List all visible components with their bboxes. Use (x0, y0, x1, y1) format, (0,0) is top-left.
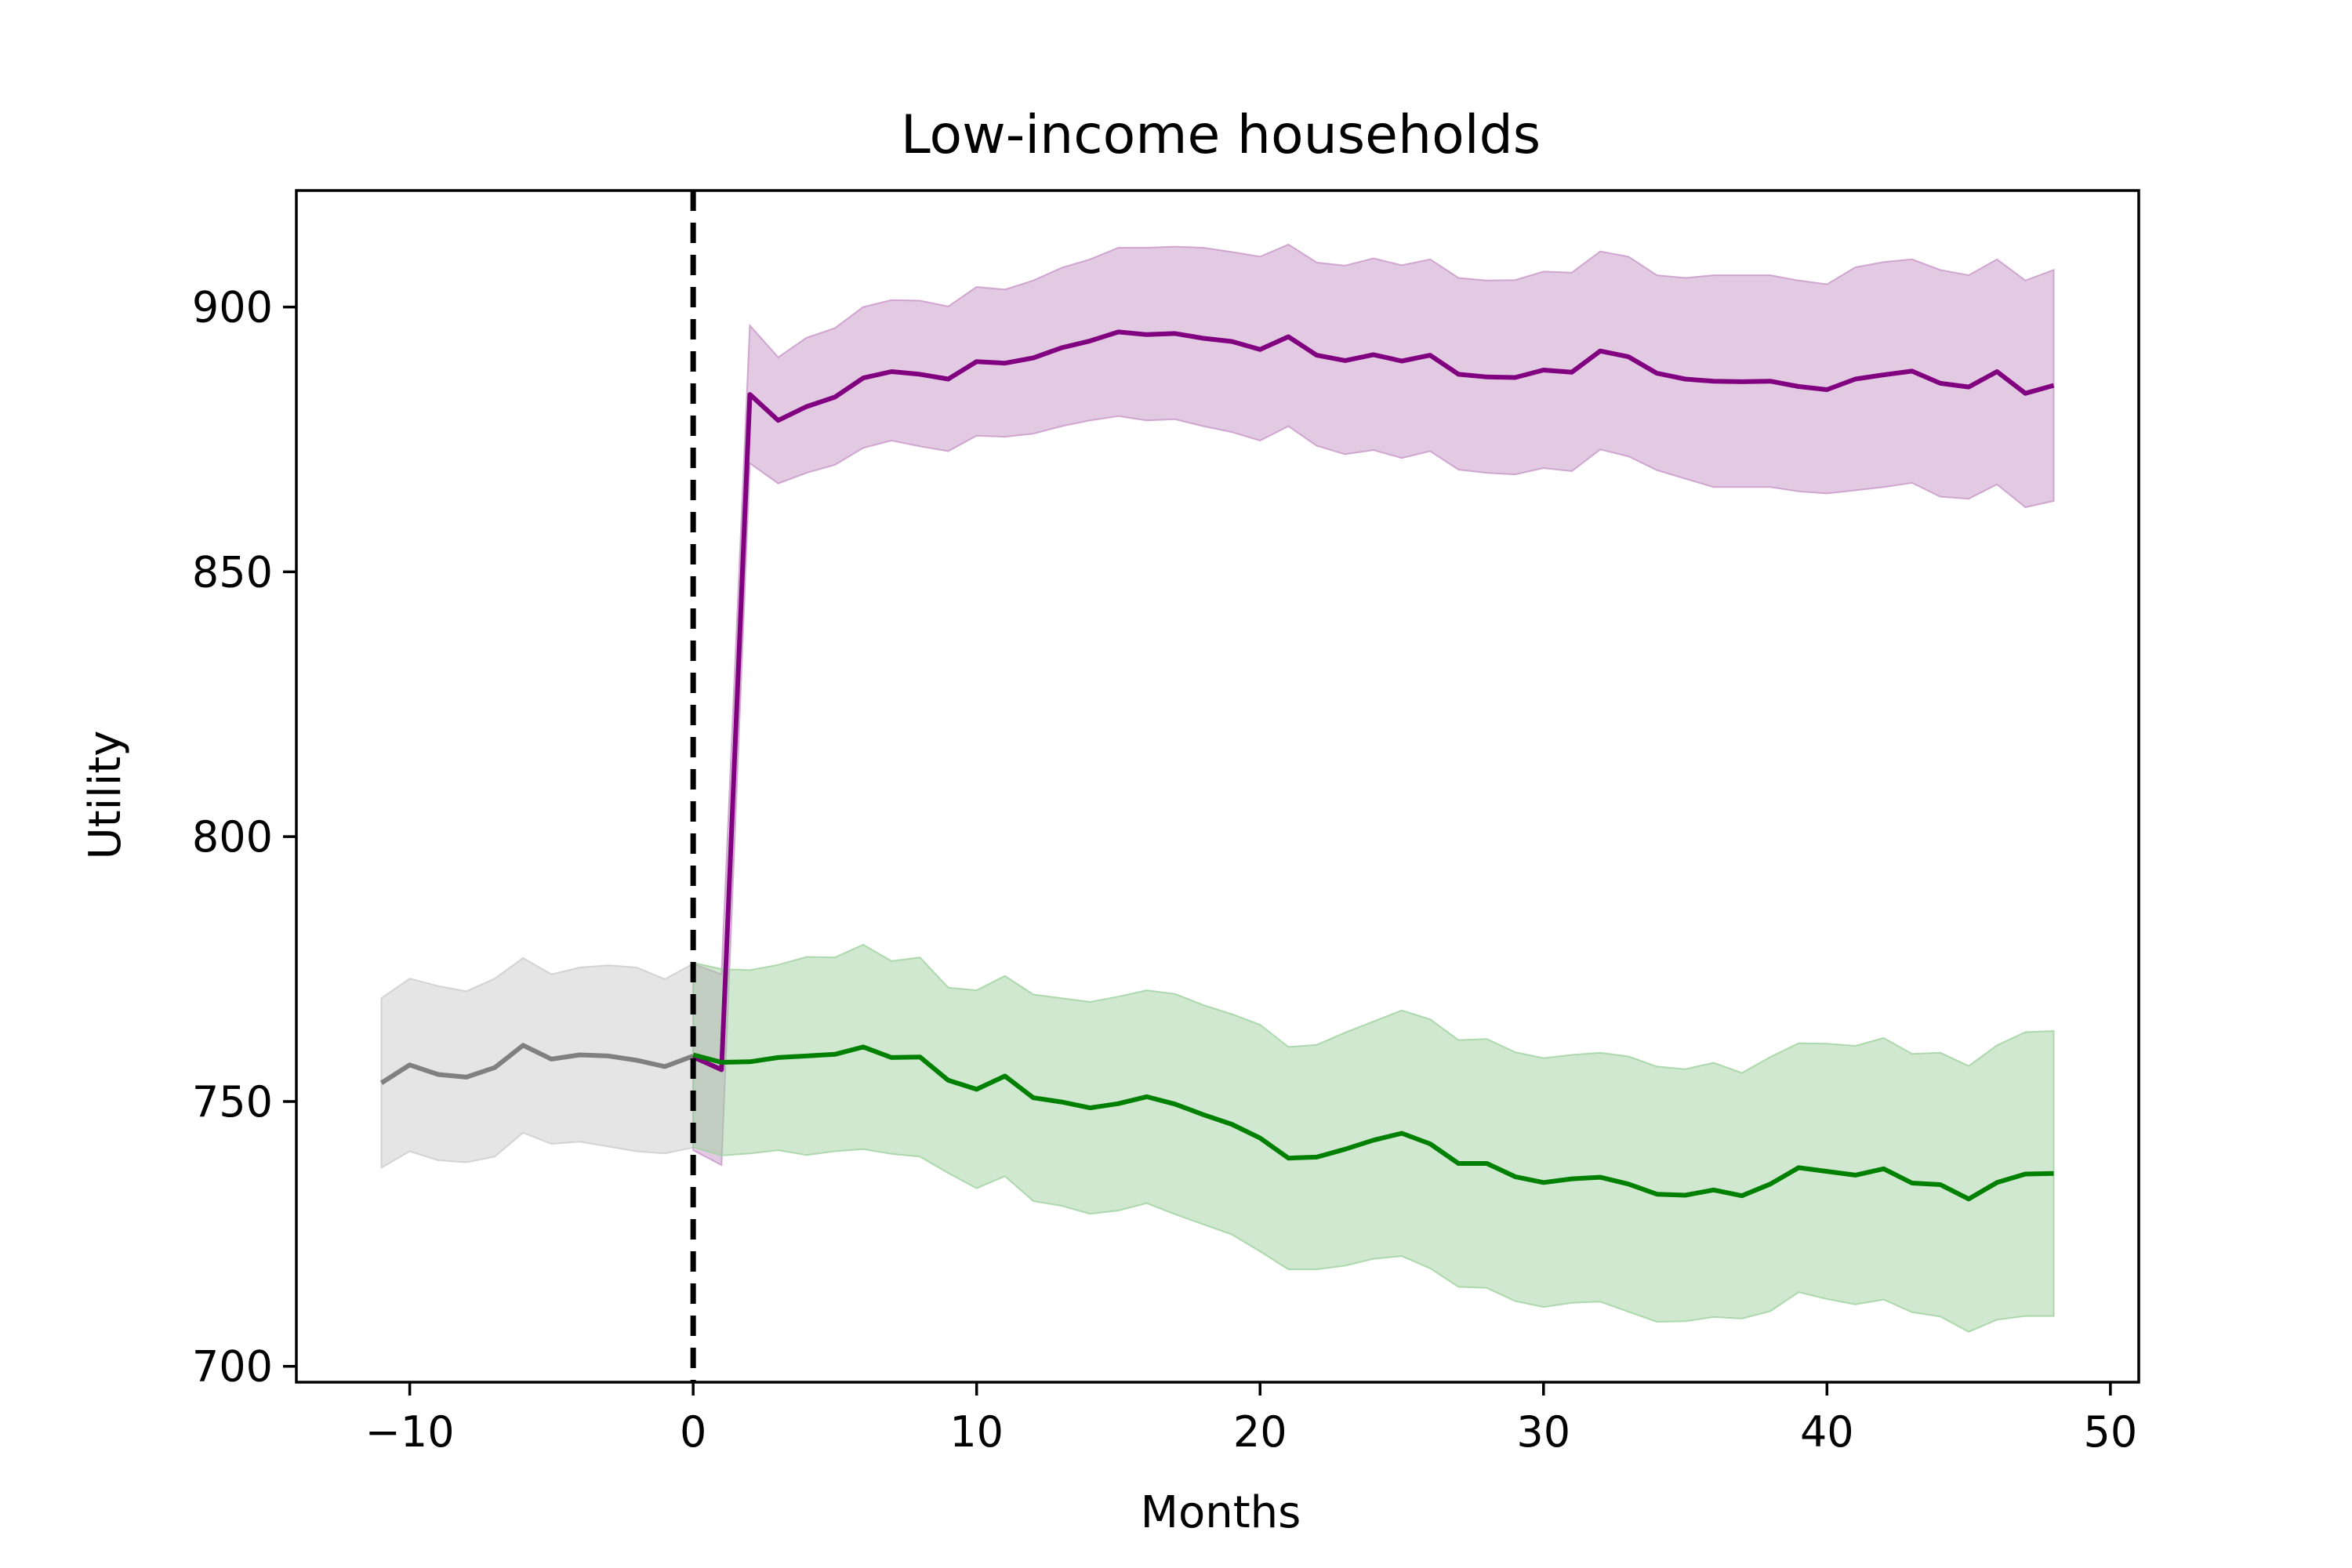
series-lines (379, 329, 2055, 1202)
y-tick-label: 900 (192, 283, 273, 332)
x-axis-label: Months (1141, 1487, 1301, 1538)
y-tick-label: 800 (192, 812, 273, 862)
y-axis-label: Utility (80, 731, 131, 860)
y-tick-label: 750 (192, 1077, 273, 1127)
x-tick-label: 20 (1233, 1407, 1287, 1457)
x-tick-label: 10 (949, 1407, 1004, 1457)
confidence-band-1 (692, 243, 2055, 1167)
y-tick-label: 700 (192, 1342, 273, 1392)
y-tick-label: 850 (192, 547, 273, 597)
x-tick-label: 30 (1516, 1407, 1570, 1457)
series-line-2 (692, 1044, 2054, 1202)
plot-frame (295, 189, 2140, 1384)
series-line-1 (691, 329, 2055, 1073)
x-tick-label: 50 (2083, 1407, 2137, 1457)
series-line-0 (379, 1043, 695, 1085)
x-tick-label: −10 (365, 1407, 455, 1457)
chart-title: Low-income households (901, 104, 1541, 166)
x-tick-label: 0 (680, 1407, 706, 1457)
x-axis-ticks: −10 0 10 20 30 40 50 (365, 1382, 2137, 1457)
y-axis-ticks: 700 750 800 850 900 (192, 283, 296, 1392)
x-tick-label: 40 (1800, 1407, 1854, 1457)
